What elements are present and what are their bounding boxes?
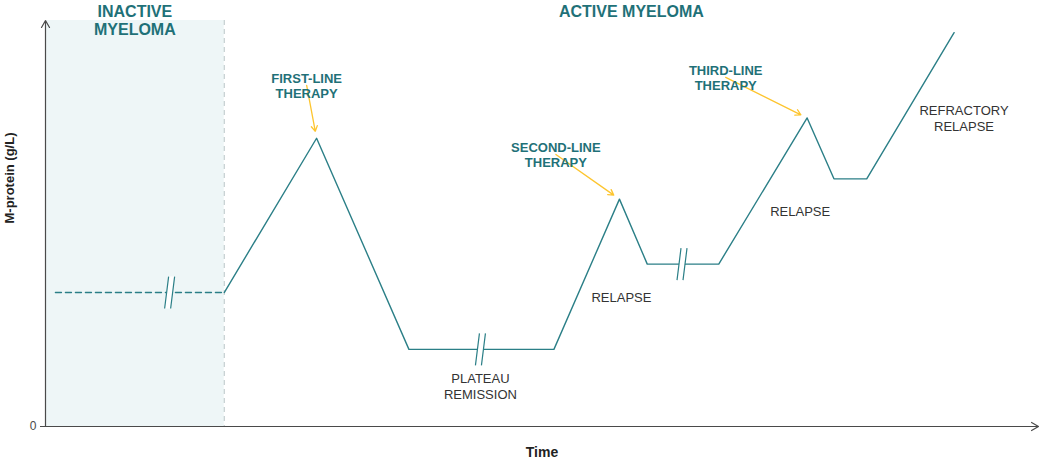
svg-text:RELAPSE: RELAPSE	[770, 204, 830, 219]
svg-text:ACTIVE MYELOMA: ACTIVE MYELOMA	[559, 3, 704, 20]
svg-text:SECOND-LINETHERAPY: SECOND-LINETHERAPY	[511, 140, 601, 170]
svg-text:PLATEAUREMISSION: PLATEAUREMISSION	[444, 371, 517, 402]
svg-text:REFRACTORYRELAPSE: REFRACTORYRELAPSE	[919, 103, 1008, 134]
svg-text:0: 0	[30, 419, 37, 433]
svg-text:INACTIVEMYELOMA: INACTIVEMYELOMA	[94, 3, 176, 38]
svg-text:M-protein (g/L): M-protein (g/L)	[2, 133, 17, 224]
svg-text:Time: Time	[526, 444, 559, 460]
svg-text:FIRST-LINETHERAPY: FIRST-LINETHERAPY	[271, 71, 342, 101]
svg-text:THIRD-LINETHERAPY: THIRD-LINETHERAPY	[689, 63, 763, 93]
svg-text:RELAPSE: RELAPSE	[591, 290, 651, 305]
